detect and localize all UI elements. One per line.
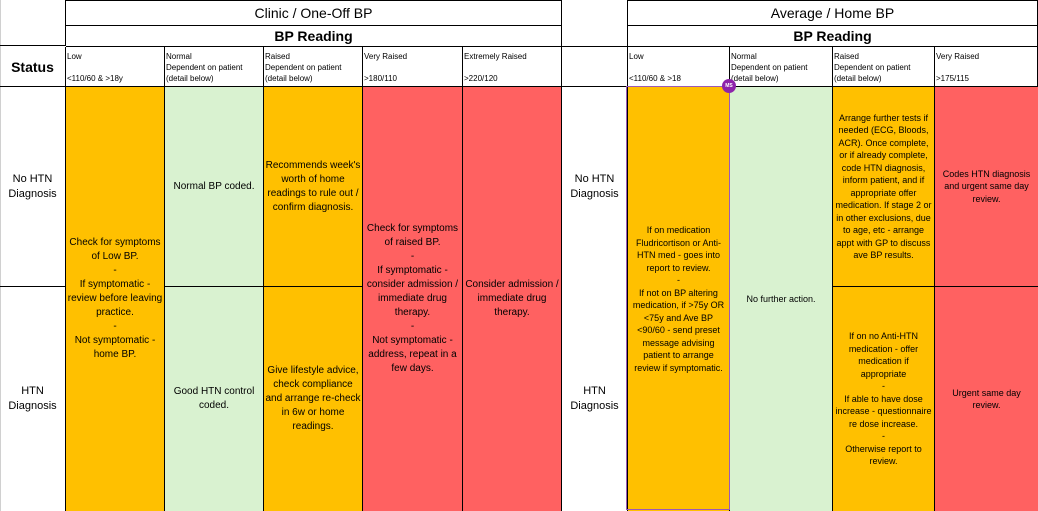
right-col-normal-detail: Dependent on patient [731,63,808,72]
right-status-no-htn-text: No HTN Diagnosis [570,173,619,200]
left-col-low-name: Low [67,52,82,61]
left-status-no-htn-text: No HTN Diagnosis [8,172,57,200]
left-cell-normal-no-htn: Normal BP coded. [165,87,264,287]
right-table-subtitle: BP Reading [627,26,1038,47]
left-col-header-very-raised: Very Raised >180/110 [363,47,463,87]
right-table-title-text: Average / Home BP [770,5,895,21]
left-col-raised-detail: Dependent on patient [265,63,342,72]
left-cell-low: Check for symptoms of Low BP. - If sympt… [66,87,165,511]
left-cell-low-text: Check for symptoms of Low BP. - If sympt… [67,237,163,360]
right-col-raised-name: Raised [834,52,859,61]
left-cell-normal-no-htn-text: Normal BP coded. [173,180,255,192]
left-cell-extremely-raised: Consider admission / immediate drug ther… [463,87,562,511]
right-col-raised-detail: Dependent on patient [834,63,911,72]
left-table-subtitle: BP Reading [66,26,562,47]
right-cell-low: If on medication Fludricortison or Anti-… [627,87,730,511]
right-status-htn: HTN Diagnosis [562,287,627,511]
left-col-header-raised: Raised Dependent on patient (detail belo… [264,47,363,87]
user-avatar-initials: MS [725,83,733,89]
right-cell-raised-htn-text: If on no Anti-HTN medication - offer med… [835,331,932,467]
left-cell-raised-no-htn: Recommends week's worth of home readings… [264,87,363,287]
right-col-normal-range: (detail below) [731,74,779,83]
right-col-low-detail [629,62,729,73]
left-border-line [0,0,1,511]
left-table-title: Clinic / One-Off BP [66,0,562,26]
right-table-title: Average / Home BP [627,0,1038,26]
left-cell-raised-htn: Give lifestyle advice, check compliance … [264,287,363,511]
left-cell-very-raised-text: Check for symptoms of raised BP. - If sy… [366,223,459,374]
left-col-very-raised-name: Very Raised [364,52,408,61]
right-col-raised-range: (detail below) [834,74,882,83]
left-col-very-raised-range: >180/110 [364,74,397,83]
right-cell-low-text: If on medication Fludricortison or Anti-… [632,225,725,373]
right-col-header-normal: Normal Dependent on patient (detail belo… [730,47,833,87]
right-cell-raised-htn: If on no Anti-HTN medication - offer med… [833,287,935,511]
left-col-raised-range: (detail below) [265,74,313,83]
right-status-htn-text: HTN Diagnosis [570,385,619,412]
right-cell-very-raised-no-htn: Codes HTN diagnosis and urgent same day … [935,87,1038,287]
left-col-header-extremely-raised: Extremely Raised >220/120 [463,47,562,87]
left-col-normal-name: Normal [166,52,192,61]
right-col-header-raised: Raised Dependent on patient (detail belo… [833,47,935,87]
left-cell-normal-htn: Good HTN control coded. [165,287,264,511]
left-cell-raised-htn-text: Give lifestyle advice, check compliance … [265,365,361,432]
right-col-normal-name: Normal [731,52,757,61]
right-status-no-htn: No HTN Diagnosis [562,87,627,287]
left-col-extremely-raised-name: Extremely Raised [464,52,527,61]
left-cell-extremely-raised-text: Consider admission / immediate drug ther… [465,279,559,318]
right-col-very-raised-range: >175/115 [936,74,969,83]
right-col-header-low: Low <110/60 & >18 [627,47,730,87]
left-col-extremely-raised-range: >220/120 [464,74,498,83]
left-status-htn: HTN Diagnosis [0,287,66,511]
left-blank-corner [0,0,66,46]
left-col-normal-detail: Dependent on patient [166,63,243,72]
left-table-subtitle-text: BP Reading [274,28,353,44]
right-cell-normal: No further action. [730,87,833,511]
left-col-extremely-raised-detail [464,62,561,73]
left-table-title-text: Clinic / One-Off BP [254,5,373,21]
right-cell-very-raised-htn-text: Urgent same day review. [952,387,1021,411]
right-cell-very-raised-htn: Urgent same day review. [935,287,1038,511]
left-cell-very-raised: Check for symptoms of raised BP. - If sy… [363,87,463,511]
right-status-header-blank [562,47,627,87]
right-col-very-raised-name: Very Raised [936,52,980,61]
left-status-htn-text: HTN Diagnosis [8,385,57,412]
user-avatar-badge[interactable]: MS [722,79,736,93]
right-col-very-raised-detail [936,62,1037,73]
left-col-normal-range: (detail below) [166,74,214,83]
left-cell-normal-htn-text: Good HTN control coded. [173,386,255,411]
left-col-header-normal: Normal Dependent on patient (detail belo… [165,47,264,87]
right-table-subtitle-text: BP Reading [793,28,872,44]
left-col-low-detail [67,62,164,73]
right-col-low-name: Low [629,52,644,61]
right-cell-raised-no-htn: Arrange further tests if needed (ECG, Bl… [833,87,935,287]
left-col-very-raised-detail [364,62,462,73]
right-blank-corner [562,0,627,47]
status-header-text: Status [11,58,54,75]
left-col-raised-name: Raised [265,52,290,61]
right-col-header-very-raised: Very Raised >175/115 [935,47,1038,87]
left-col-header-low: Low <110/60 & >18y [66,47,165,87]
left-cell-raised-no-htn-text: Recommends week's worth of home readings… [265,159,361,213]
right-cell-normal-text: No further action. [746,293,816,304]
left-status-no-htn: No HTN Diagnosis [0,87,66,287]
left-col-low-range: <110/60 & >18y [67,74,123,83]
right-cell-very-raised-no-htn-text: Codes HTN diagnosis and urgent same day … [942,168,1031,204]
status-header: Status [0,47,66,87]
right-col-low-range: <110/60 & >18 [629,74,681,83]
right-cell-raised-no-htn-text: Arrange further tests if needed (ECG, Bl… [835,112,932,261]
